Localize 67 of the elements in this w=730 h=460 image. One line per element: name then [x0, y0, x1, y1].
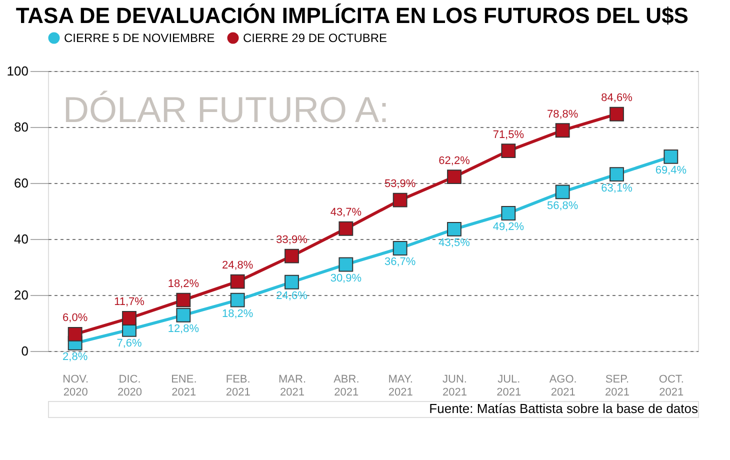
- point: [392, 192, 408, 208]
- point: [501, 144, 516, 158]
- data-label: 18,2%: [168, 278, 200, 290]
- point: [176, 292, 191, 308]
- x-tick-label: MAY. 2021: [388, 374, 413, 398]
- point: [230, 274, 245, 289]
- data-label: 18,2%: [222, 308, 254, 320]
- source-note: Fuente: Matías Battista sobre la base de datos: [429, 401, 698, 416]
- data-label: 63,1%: [601, 182, 633, 194]
- x-tick-label: FEB. 2021: [226, 374, 250, 398]
- data-label: 36,7%: [384, 256, 416, 268]
- point: [176, 308, 191, 322]
- x-tick-label: ABR. 2021: [334, 374, 360, 398]
- x-tick-label: ENE. 2021: [171, 374, 197, 398]
- data-label: 30,9%: [330, 272, 362, 284]
- point: [230, 292, 245, 308]
- point: [501, 206, 516, 220]
- point: [284, 274, 299, 290]
- data-label: 69,4%: [655, 164, 687, 177]
- y-tick-label: 20: [14, 288, 28, 302]
- data-label: 49,2%: [492, 221, 524, 234]
- data-label: 43,5%: [438, 237, 470, 250]
- point: [392, 241, 408, 256]
- point: [555, 123, 570, 138]
- legend-label: CIERRE 29 DE OCTUBRE: [243, 31, 388, 45]
- point: [338, 221, 354, 236]
- legend-label: CIERRE 5 DE NOVIEMBRE: [64, 31, 215, 45]
- x-tick-label: AGO. 2021: [549, 374, 577, 398]
- data-label: 11,7%: [114, 296, 145, 308]
- x-tick-label: DIC. 2020: [118, 374, 142, 398]
- data-label: 84,6%: [601, 92, 633, 104]
- data-label: 78,8%: [546, 108, 578, 120]
- y-tick-label: 0: [21, 344, 28, 358]
- point: [122, 311, 136, 326]
- data-label: 24,6%: [276, 290, 308, 302]
- point: [338, 257, 354, 272]
- point: [284, 248, 299, 264]
- data-label: 24,8%: [222, 260, 254, 272]
- data-label: 7,6%: [116, 338, 142, 350]
- data-label: 56,8%: [546, 200, 578, 212]
- y-tick-label: 80: [14, 120, 28, 134]
- x-tick-label: MAR. 2021: [278, 374, 306, 398]
- point: [610, 106, 624, 122]
- y-tick-label: 40: [14, 232, 28, 246]
- data-label: 43,7%: [330, 206, 362, 219]
- x-tick-label: JUN. 2021: [442, 374, 467, 398]
- data-label: 6,0%: [62, 312, 88, 324]
- y-tick-label: 60: [14, 176, 28, 190]
- data-label: 71,5%: [492, 128, 524, 141]
- y-tick-label: 100: [6, 64, 28, 78]
- point: [68, 326, 82, 342]
- x-tick-label: SEP. 2021: [605, 374, 630, 398]
- chart-title: TASA DE DEVALUACIÓN IMPLÍCITA EN LOS FUTUROS DEL U$S: [16, 3, 688, 28]
- x-tick-label: JUL. 2021: [496, 374, 522, 398]
- x-tick-label: OCT. 2021: [658, 374, 684, 398]
- annotation: DÓLAR FUTURO A:: [63, 89, 390, 130]
- data-label: 2,8%: [62, 351, 88, 364]
- point: [664, 149, 678, 164]
- point: [555, 184, 570, 200]
- point: [447, 222, 462, 236]
- data-label: 12,8%: [168, 323, 200, 336]
- data-label: 62,2%: [438, 154, 470, 167]
- point: [610, 167, 624, 182]
- x-tick-label: NOV. 2020: [62, 374, 89, 398]
- data-label: 53,9%: [384, 178, 416, 190]
- point: [447, 170, 462, 184]
- data-label: 33,9%: [276, 234, 308, 246]
